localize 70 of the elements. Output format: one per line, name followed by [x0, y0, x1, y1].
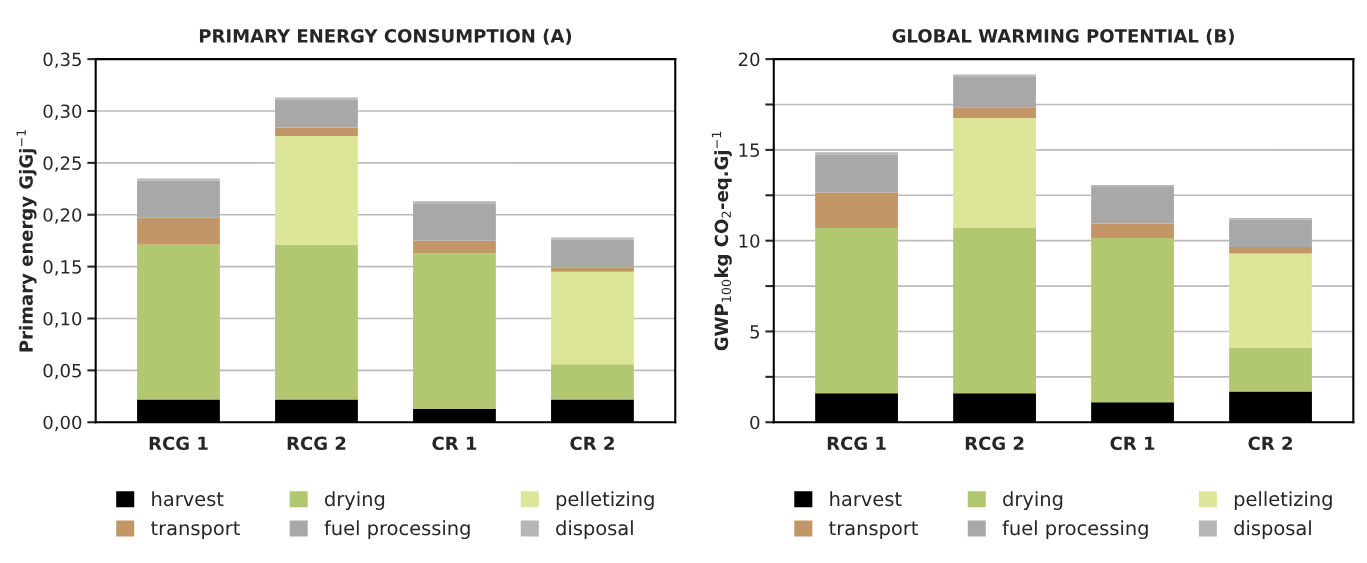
bar — [1091, 187, 1174, 224]
x-tick-label: RCG 1 — [827, 436, 886, 451]
bar — [551, 271, 634, 365]
bar — [137, 244, 220, 400]
bar — [1229, 347, 1312, 392]
bar — [137, 178, 220, 181]
x-tick-label: RCG 2 — [965, 436, 1024, 451]
legend-label: disposal — [556, 520, 633, 540]
y-tick-label: 5 — [750, 325, 759, 339]
x-tick-label: RCG 2 — [287, 436, 346, 451]
bar — [551, 267, 634, 272]
bar — [1091, 237, 1174, 403]
bar — [413, 240, 496, 254]
y-tick-label: 0,05 — [43, 363, 81, 380]
y-tick-label: 0,00 — [43, 415, 82, 432]
legend-label: harvest — [830, 491, 902, 507]
bar — [551, 364, 634, 400]
bar — [275, 97, 358, 100]
legend-label: harvest — [152, 491, 224, 507]
bar — [551, 239, 634, 268]
bar — [815, 154, 898, 193]
y-tick-label: 0,15 — [43, 260, 81, 276]
y-tick-label: 0 — [750, 415, 760, 430]
bar — [815, 227, 898, 394]
legend-label: drying — [1003, 491, 1063, 510]
bar — [413, 203, 496, 241]
bar — [275, 135, 358, 245]
bar — [953, 76, 1036, 108]
bar — [953, 107, 1036, 119]
x-tick-label: CR 1 — [432, 436, 477, 451]
bar — [275, 244, 358, 400]
chart-title: GLOBAL WARMING POTENTIAL (B) — [892, 28, 1234, 45]
x-tick-label: RCG 1 — [149, 436, 208, 451]
bar — [1229, 247, 1312, 254]
x-tick-label: CR 2 — [1248, 436, 1292, 451]
x-tick-label: CR 1 — [1110, 436, 1155, 451]
x-tick-label: CR 2 — [570, 436, 614, 451]
y-tick-label: 0,35 — [43, 52, 81, 69]
legend-label: fuel processing — [1002, 520, 1148, 540]
bar — [413, 201, 496, 204]
y-axis-title: Primary energy GjGj$^{−1}$ — [16, 130, 37, 352]
legend-label: pelletizing — [556, 491, 654, 510]
bar — [953, 118, 1036, 228]
y-tick-label: 0,20 — [43, 208, 82, 224]
y-tick-label: 20 — [738, 52, 760, 67]
legend-label: pelletizing — [1234, 491, 1332, 510]
y-axis-title: GWP$_{100}$kg CO$_{2}$-eq.Gj$^{−1}$ — [711, 131, 732, 351]
bar — [815, 192, 898, 228]
bar — [137, 217, 220, 245]
legend-label: disposal — [1234, 520, 1311, 540]
bar — [551, 237, 634, 240]
y-tick-label: 15 — [739, 143, 759, 158]
bar — [1091, 184, 1174, 188]
bar — [1229, 253, 1312, 348]
bar — [275, 99, 358, 128]
y-tick-label: 0,10 — [43, 311, 82, 328]
bar — [953, 227, 1036, 394]
y-tick-label: 0,30 — [43, 104, 82, 120]
y-tick-label: 10 — [739, 234, 760, 248]
y-tick-label: 0,25 — [43, 156, 81, 172]
bar — [275, 127, 358, 136]
bar — [1091, 223, 1174, 238]
bar — [137, 180, 220, 218]
legend-label: drying — [325, 491, 385, 510]
legend-label: transport — [151, 521, 240, 540]
chart-title: PRIMARY ENERGY CONSUMPTION (A) — [199, 28, 572, 45]
legend-label: fuel processing — [324, 520, 470, 540]
bar — [1229, 219, 1312, 248]
bar — [413, 253, 496, 409]
legend-label: transport — [829, 521, 918, 540]
